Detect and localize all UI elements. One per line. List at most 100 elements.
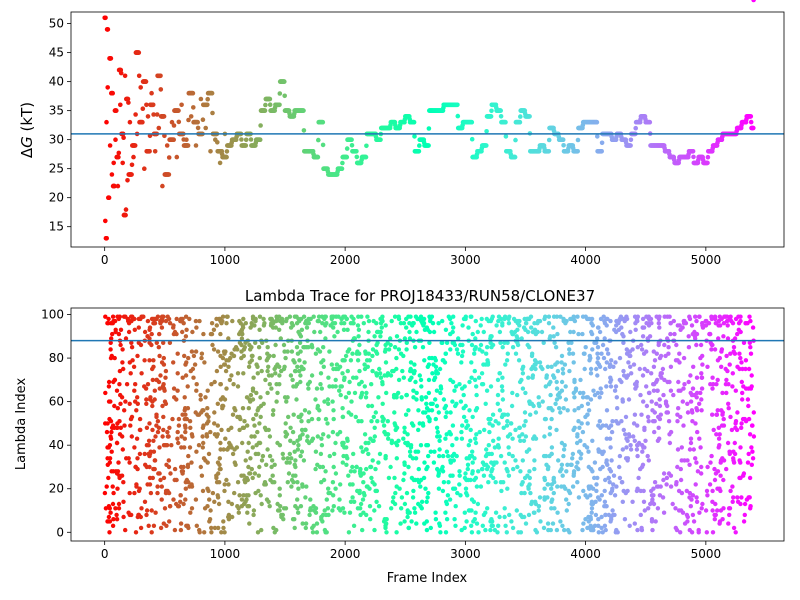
lambda-point	[617, 355, 623, 361]
lambda-point	[408, 368, 413, 374]
lambda-point	[180, 471, 185, 476]
lambda-point	[352, 469, 357, 474]
lambda-point	[699, 464, 704, 470]
lambda-point	[370, 368, 375, 374]
lambda-point	[422, 327, 428, 332]
lambda-point	[699, 506, 704, 511]
lambda-point	[211, 327, 217, 332]
lambda-point	[161, 427, 166, 433]
lambda-point	[596, 423, 601, 428]
dg-point	[751, 125, 756, 131]
lambda-point	[262, 482, 267, 487]
lambda-point	[479, 382, 485, 387]
lambda-point	[293, 384, 299, 389]
lambda-point	[710, 530, 716, 535]
lambda-point	[394, 456, 399, 461]
lambda-point	[265, 345, 270, 350]
lambda-point	[418, 443, 424, 448]
dg-point	[171, 137, 176, 142]
lambda-point	[697, 510, 702, 515]
lambda-point	[265, 368, 270, 374]
lambda-point	[695, 408, 700, 413]
lambda-point	[392, 501, 398, 507]
lambda-point	[567, 530, 572, 535]
lambda-point	[357, 469, 363, 474]
dg-y-axis-label: ΔG (kT)	[18, 102, 36, 158]
lambda-point	[673, 525, 678, 531]
lambda-point	[716, 425, 721, 430]
lambda-point	[472, 368, 477, 374]
dg-point	[691, 154, 696, 160]
lambda-point	[423, 395, 429, 400]
lambda-point	[251, 416, 256, 422]
lambda-point	[298, 373, 303, 378]
dg-point	[469, 119, 475, 125]
lambda-point	[480, 460, 486, 465]
lambda-point	[552, 506, 557, 511]
lambda-point	[207, 519, 212, 524]
lambda-point	[106, 445, 112, 450]
lambda-point	[250, 316, 256, 322]
lambda-point	[737, 475, 742, 481]
lambda-point	[679, 458, 684, 463]
lambda-point	[453, 403, 458, 409]
lambda-point	[678, 327, 683, 332]
dg-point	[320, 142, 326, 148]
lambda-point	[256, 345, 262, 350]
lambda-point	[560, 366, 565, 372]
lambda-point	[350, 495, 355, 500]
lambda-point	[321, 432, 326, 437]
lambda-point	[363, 395, 369, 400]
lambda-point	[374, 499, 379, 504]
dg-point	[412, 134, 417, 139]
dg-point	[190, 90, 196, 96]
lambda-point	[361, 490, 366, 496]
lambda-point	[257, 355, 262, 361]
lambda-point	[402, 471, 407, 476]
lambda-point	[137, 427, 143, 433]
lambda-point	[230, 514, 235, 520]
lambda-point	[427, 314, 432, 319]
lambda-point	[456, 336, 461, 341]
dg-point	[104, 236, 109, 241]
lambda-point	[114, 388, 120, 393]
lambda-point	[604, 384, 609, 389]
lambda-point	[389, 318, 394, 324]
lambda-point	[406, 464, 411, 470]
lambda-point	[596, 325, 601, 330]
dg-data-points	[102, 0, 756, 241]
lambda-point	[364, 484, 370, 489]
lambda-point	[529, 325, 534, 330]
lambda-point	[441, 397, 447, 402]
lambda-point	[182, 353, 187, 359]
lambda-point	[371, 414, 376, 420]
lambda-point	[562, 362, 568, 367]
lambda-point	[427, 419, 432, 424]
lambda-point	[367, 504, 373, 509]
lambda-point	[536, 504, 542, 509]
lambda-point	[274, 399, 279, 404]
lambda-point	[202, 360, 207, 365]
lambda-point	[632, 382, 638, 387]
lambda-point	[225, 447, 230, 452]
lambda-point	[727, 316, 733, 322]
lambda-point	[185, 464, 191, 470]
lambda-point	[635, 345, 640, 350]
lambda-point	[466, 325, 471, 330]
lambda-point	[437, 366, 443, 372]
dg-point	[748, 114, 754, 119]
lambda-point	[443, 530, 449, 535]
lambda-point	[187, 445, 193, 450]
lambda-point	[588, 355, 593, 361]
lambda-point	[714, 382, 719, 387]
lambda-point	[698, 390, 703, 396]
lambda-point	[370, 458, 375, 463]
lambda-point	[180, 375, 185, 380]
y-tick-label: 20	[49, 191, 64, 205]
lambda-point	[341, 327, 347, 332]
lambda-point	[648, 316, 654, 322]
lambda-point	[657, 325, 662, 330]
lambda-point	[567, 368, 572, 374]
dg-point	[258, 123, 263, 128]
lambda-point	[440, 318, 445, 324]
